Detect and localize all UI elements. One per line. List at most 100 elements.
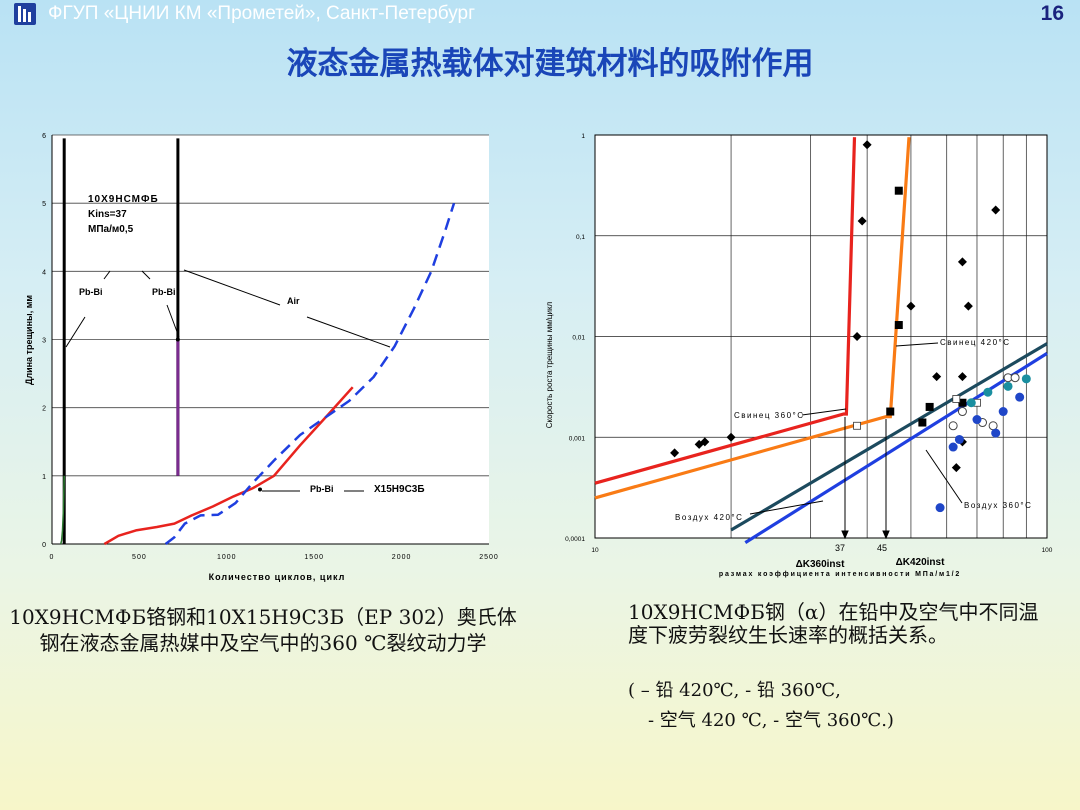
legend-pbbi: Pb-Bi [310,484,334,494]
x-tick-label: 500 [132,554,147,561]
y-tick-label: 3 [42,338,46,345]
callout-leaders [65,269,391,492]
marker-37: 37 [835,543,845,553]
y-tick-label: 0,01 [572,335,585,342]
series-red-X15N9S3B-PbBi [103,386,354,546]
y-tick-label: 0,1 [576,234,585,241]
x-tick-label: 100 [1042,547,1053,554]
point-diamond [957,372,967,382]
point-blue-circle [991,428,1001,438]
annotation-air-360: Воздух 360°C [964,501,1032,510]
grid [594,134,1048,539]
point-blue-circle [948,442,958,452]
axes [51,135,489,545]
x-tick-label: 1000 [217,554,237,561]
series-blue-air-360 [744,352,1048,544]
y-tick-label: 5 [42,201,46,208]
point-diamond [862,140,872,150]
series-red-lead-360 [594,137,857,485]
y-tick-label: 1 [581,133,585,140]
right-caption: 10Х9НСМФБ钢（α）在铅中及空气中不同温度下疲劳裂纹生长速率的概括关系。 [628,600,1039,647]
slide-header: ФГУП «ЦНИИ КМ «Прометей», Санкт-Петербур… [0,0,1080,30]
crack-length-chart: 0 1 2 3 4 5 6 0 500 1000 1500 2000 2500 10Х9НСМФБ Ki… [24,133,499,582]
annotation-pbbi-1: Pb-Bi [79,287,103,297]
y-tick-label: 0,001 [569,435,586,442]
point-diamond [700,437,710,447]
point-diamond [951,463,961,473]
point-diamond [957,257,967,267]
k420-label: ΔK420inst [896,557,946,568]
plot-frame [594,134,1048,539]
point-square [925,402,934,411]
point-open-square [952,395,961,403]
institute-logo [14,3,36,25]
legend-caption-line-1: ( – 铅 420℃, - 铅 360℃, [628,680,841,701]
point-blue-circle [935,503,945,513]
marker-45: 45 [877,543,887,553]
point-teal-circle [1021,374,1031,384]
annotation-air-420: Воздух 420°C [675,513,743,522]
k-inst-markers [841,417,890,540]
point-blue-circle [954,434,964,444]
point-blue-circle [998,407,1008,417]
point-open-circle [1010,373,1020,383]
callout-leaders [749,342,963,515]
x-axis-label: Количество циклов, цикл [209,572,346,582]
annotation-kins: Kins=37 [88,209,127,220]
k360-label: ΔK360inst [796,559,846,570]
series-group [594,137,1048,544]
annotation-lead-420: Свинец 420°C [940,338,1011,347]
point-diamond [932,372,942,382]
legend-caption: ( – 铅 420℃, - 铅 360℃, - 空气 420 ℃, - 空气 3… [628,676,1048,736]
point-open-square [853,421,861,430]
organization-name: ФГУП «ЦНИИ КМ «Прометей», Санкт-Петербур… [48,3,476,24]
series-group [59,138,456,546]
x-tick-label: 10 [591,547,599,554]
series-darkteal-air-420 [730,342,1048,532]
point-open-circle [957,407,967,417]
y-axis-label: Скорость роста трещины мм/цикл [545,301,554,428]
annotation-pbbi-2: Pb-Bi [152,287,176,297]
y-tick-label: 1 [42,474,46,481]
logo-icon [18,6,31,22]
point-square [958,398,967,407]
point-teal-circle [966,398,976,408]
legend-steel: Х15Н9С3Б [374,484,425,495]
point-blue-circle [972,415,982,425]
x-axis-label: размах коэффициента интенсивности МПа/м1… [719,571,961,578]
annotation-lead-360: Свинец 360°C [734,411,805,420]
legend-caption-line-2: - 空气 420 ℃, - 空气 360℃.) [648,710,894,731]
series-orange-lead-420 [594,137,911,500]
point-square [894,321,903,330]
point-blue-circle [1015,392,1025,402]
x-tick-label: 2500 [479,554,499,561]
point-square [886,407,895,416]
y-tick-label: 4 [42,269,46,276]
point-diamond [726,432,736,442]
point-diamond [852,332,862,341]
series-green-tail [59,475,65,545]
crack-growth-rate-chart: 0,0001 0,001 0,01 0,1 1 10 100 Свинец 420°C Св… [545,133,1053,578]
point-open-circle [988,421,998,431]
y-tick-label: 0,0001 [565,536,585,543]
point-marker [175,337,180,342]
series-blue-dashed-air [164,202,456,545]
x-tick-label: 1500 [304,554,324,561]
tick-labels: 0 1 2 3 4 5 6 0 500 1000 1500 2000 2500 [42,133,499,561]
y-axis-label: Длина трещины, мм [24,295,34,385]
annotation-unit: МПа/м0,5 [88,224,134,235]
y-tick-label: 0 [42,542,46,549]
slide-title: 液态金属热载体对建筑材料的吸附作用 [286,46,814,82]
point-diamond [991,205,1001,215]
point-teal-circle [983,387,993,397]
point-diamond [906,301,916,311]
point-open-circle [948,421,958,431]
grid [52,134,489,477]
point-teal-circle [1003,381,1013,391]
x-tick-label: 0 [50,554,55,561]
left-caption: 10Х9НСМФБ铬钢和10Х15Н9С3Б（ЕР 302）奥氏体钢在液态金属热… [9,605,517,655]
point-diamond [963,301,973,311]
page-number: 16 [1040,2,1064,25]
point-diamond [670,448,680,458]
tick-labels: 0,0001 0,001 0,01 0,1 1 10 100 [565,133,1053,554]
